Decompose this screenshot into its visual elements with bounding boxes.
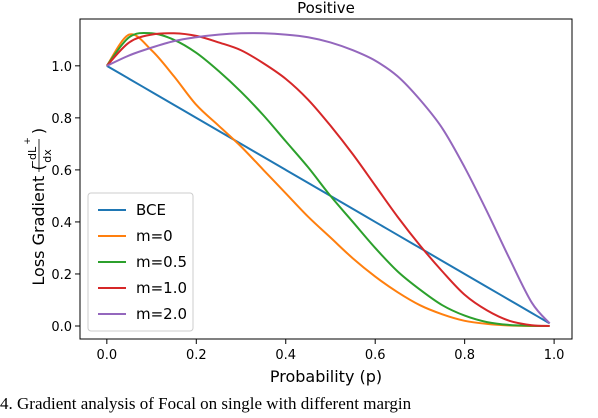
- series-line-3: [106, 32, 550, 327]
- y-axis-label-numerator: −dL: [26, 146, 39, 169]
- x-tick-label: 0.2: [186, 348, 207, 363]
- series-line-2: [106, 31, 550, 327]
- y-tick-label: 0.4: [51, 216, 72, 231]
- y-axis-label-denominator: dx: [41, 149, 54, 163]
- series-line-4: [106, 32, 551, 325]
- y-tick-label: 0.6: [51, 164, 72, 179]
- legend-box: [87, 192, 194, 332]
- axes-frame: [79, 18, 573, 340]
- x-tick-label: 0.8: [454, 348, 475, 363]
- y-axis-label-main: Loss Gradient (: [29, 164, 48, 285]
- y-tick-label: 1.0: [51, 60, 72, 75]
- figure-caption: 4. Gradient analysis of Focal on single …: [0, 394, 412, 413]
- legend-label: BCE: [136, 201, 166, 219]
- y-axis-ticks: 0.0 0.2 0.4 0.6 0.8 1.0: [51, 60, 80, 335]
- x-axis-ticks: 0.0 0.2 0.4 0.6 0.8 1.0: [96, 339, 564, 363]
- legend-label: m=0: [136, 227, 173, 245]
- y-tick-label: 0.8: [51, 112, 72, 127]
- y-tick-label: 0.0: [51, 320, 72, 335]
- x-tick-label: 0.6: [365, 348, 386, 363]
- x-tick-label: 1.0: [544, 348, 565, 363]
- x-tick-label: 0.0: [96, 348, 117, 363]
- x-tick-label: 0.4: [275, 348, 296, 363]
- chart-title: Positive: [297, 0, 355, 17]
- chart-figure: Positive 0.0 0.2 0.4 0.6 0.8 1.0 0.0 0.2 0.4 0.6…: [23, 0, 573, 386]
- series-line-1: [106, 33, 550, 328]
- y-axis-label-close: ): [29, 128, 48, 134]
- y-axis-label-superscript: +: [23, 137, 33, 145]
- legend: BCE m=0 m=0.5 m=1.0 m=2.0: [87, 192, 194, 332]
- y-axis-label: Loss Gradient ( −dL + dx ): [23, 128, 54, 286]
- y-tick-label: 0.2: [51, 268, 72, 283]
- legend-label: m=1.0: [136, 279, 187, 297]
- legend-label: m=2.0: [136, 305, 187, 323]
- legend-label: m=0.5: [136, 253, 187, 271]
- plot-area: [106, 31, 551, 328]
- x-axis-label: Probability (p): [270, 367, 382, 386]
